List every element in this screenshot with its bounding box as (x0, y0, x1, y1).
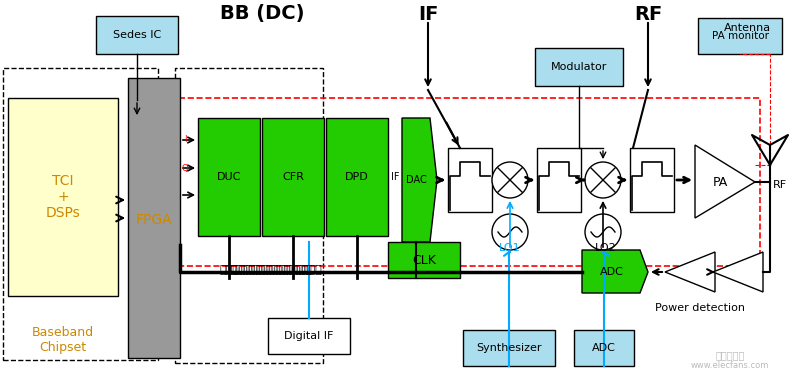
Text: LO1: LO1 (500, 243, 521, 253)
Text: CFR: CFR (282, 172, 304, 182)
Text: www.elecfans.com: www.elecfans.com (691, 361, 769, 370)
Text: Synthesizer: Synthesizer (476, 343, 542, 353)
Text: IF: IF (391, 172, 399, 182)
Text: BB (DC): BB (DC) (219, 5, 304, 23)
Text: PA monitor: PA monitor (712, 31, 768, 41)
Text: RF: RF (773, 180, 787, 190)
Bar (268, 318, 350, 354)
Bar (128, 78, 180, 358)
Bar (178, 98, 760, 266)
Text: PA: PA (713, 175, 728, 189)
Text: CLK: CLK (412, 254, 436, 266)
Bar (630, 148, 674, 212)
Bar (326, 118, 388, 236)
Text: RF: RF (634, 5, 662, 23)
Circle shape (492, 162, 528, 198)
Circle shape (492, 214, 528, 250)
Bar (698, 18, 782, 54)
Polygon shape (713, 252, 763, 292)
Text: ADC: ADC (592, 343, 616, 353)
Bar (463, 330, 555, 366)
Text: Sedes IC: Sedes IC (113, 30, 161, 40)
Text: DPD: DPD (345, 172, 369, 182)
Bar (448, 148, 492, 212)
Text: ADC: ADC (600, 267, 624, 277)
Text: Modulator: Modulator (551, 62, 607, 72)
Text: Q: Q (182, 164, 188, 172)
Bar (96, 16, 178, 54)
Text: IF: IF (418, 5, 438, 23)
Polygon shape (402, 118, 437, 242)
Circle shape (585, 162, 621, 198)
Text: Baseband
Chipset: Baseband Chipset (32, 326, 94, 354)
Text: 电子发烧友: 电子发烧友 (715, 350, 745, 360)
Polygon shape (695, 145, 755, 218)
Bar (198, 118, 260, 236)
Bar (175, 68, 323, 363)
Text: TCI
+
DSPs: TCI + DSPs (45, 174, 81, 220)
Bar (262, 118, 324, 236)
Polygon shape (582, 250, 648, 293)
Text: FPGA: FPGA (136, 213, 172, 227)
Text: Power detection: Power detection (655, 303, 745, 313)
Polygon shape (665, 252, 715, 292)
Bar (537, 148, 581, 212)
Text: Antenna: Antenna (724, 23, 771, 33)
Text: 参考资料：德州仪器，招商电子: 参考资料：德州仪器，招商电子 (230, 265, 322, 275)
Bar (388, 242, 460, 278)
Circle shape (585, 214, 621, 250)
Text: DAC: DAC (405, 175, 426, 185)
Bar (574, 330, 634, 366)
Text: 参考资料：德州仪器，招商电子: 参考资料：德州仪器，招商电子 (220, 265, 313, 275)
Text: Digital IF: Digital IF (284, 331, 334, 341)
Bar (8, 98, 118, 296)
Bar (3, 68, 158, 360)
Text: I: I (184, 135, 186, 144)
Text: DUC: DUC (217, 172, 241, 182)
Bar (535, 48, 623, 86)
Text: LO2: LO2 (595, 243, 617, 253)
